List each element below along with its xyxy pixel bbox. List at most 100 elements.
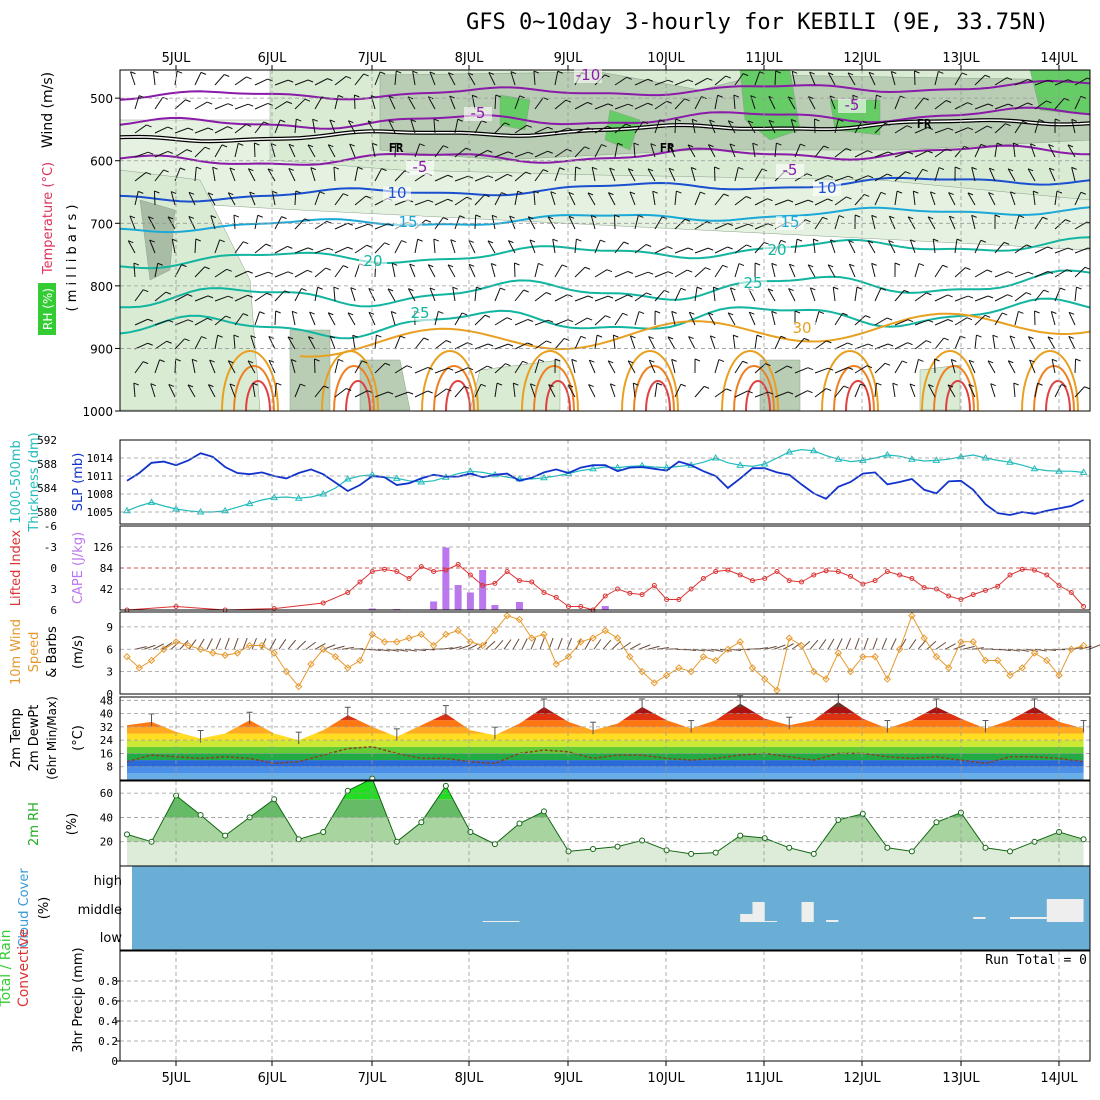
wind-barb: [234, 76, 247, 86]
temp-band: [127, 766, 1084, 774]
wind-barb-flag: [1022, 120, 1028, 124]
wind-barb: [727, 120, 736, 134]
wind-barb-flag: [167, 150, 174, 154]
wind-barb-flag: [589, 359, 595, 363]
contour-label: 10: [387, 184, 406, 202]
wind-barb: [194, 101, 208, 110]
wind-barb-flag: [547, 216, 554, 220]
wind-barb-flag: [786, 365, 793, 369]
wind-barb: [550, 191, 556, 206]
wind-barb-flag: [249, 191, 255, 195]
wind-barb-flag: [767, 288, 774, 292]
wind-barb-flag: [185, 99, 191, 103]
contour-label: -5: [783, 161, 798, 179]
wind-barb: [874, 173, 888, 182]
wind-barb-flag: [646, 292, 652, 296]
wind-speed-marker: [172, 638, 180, 646]
contour-label: 20: [363, 252, 382, 270]
wind-barb: [627, 168, 636, 182]
wind-barb: [347, 120, 356, 134]
cape-bar: [430, 601, 438, 610]
wind-barb-flag: [568, 215, 575, 219]
cloud-level-label: high: [94, 874, 122, 889]
wind-barb: [587, 192, 596, 206]
wind-barb: [794, 239, 798, 254]
wind-barb-flag: [965, 267, 971, 271]
wind-barb-flag: [323, 385, 329, 389]
wind-barb-10m: [908, 639, 917, 650]
wind-barb: [514, 124, 527, 134]
lifted-index-marker: [627, 590, 633, 596]
wind-barb-flag: [406, 365, 413, 369]
wind-barb-flag: [642, 121, 649, 125]
wind-barb: [674, 269, 688, 278]
contour-label-bg: [406, 161, 434, 175]
wind-barb: [968, 360, 976, 374]
wind-barb: [134, 151, 149, 158]
rh-marker: [565, 848, 572, 855]
wind-barb-flag: [207, 295, 214, 299]
wind-barb: [127, 240, 136, 254]
wind-barb: [768, 120, 776, 134]
wind-barb-flag: [304, 98, 311, 102]
wind-barb-flag: [208, 384, 214, 388]
wind-barb-flag: [742, 73, 749, 77]
wind-barb: [607, 360, 616, 374]
wind-barb-flag: [417, 238, 423, 242]
wind-barb-flag: [987, 103, 994, 107]
cloud-level-label: middle: [78, 903, 122, 918]
wind-barb-flag: [967, 192, 974, 196]
wind-barb-flag: [1043, 289, 1049, 293]
wind-barb: [571, 359, 576, 374]
wind-barb: [832, 287, 836, 302]
wind-barb-flag: [947, 127, 954, 131]
cape-bar: [479, 570, 487, 610]
wind-barb-10m: [872, 637, 878, 650]
lifted-index-marker: [382, 566, 388, 572]
pressure-tick: 600: [90, 155, 113, 169]
wind-barb-flag: [1007, 168, 1014, 172]
wind-barb-flag: [288, 167, 295, 171]
wind-barb-flag: [667, 336, 674, 340]
wind-barb: [814, 388, 827, 398]
cape-tick: 42: [100, 583, 113, 596]
wind-barb: [210, 215, 216, 230]
wind-barb-flag: [787, 391, 794, 395]
wind-barb-flag: [1067, 247, 1074, 251]
wind-barb-flag: [1049, 167, 1055, 171]
thickness-marker: [294, 494, 303, 501]
lifted-index-marker: [418, 564, 424, 570]
wind-barb: [1054, 269, 1068, 278]
wind-speed-marker: [601, 626, 609, 635]
wind-barb: [514, 342, 528, 350]
wind-barb: [194, 72, 202, 86]
wind-barb: [354, 73, 364, 86]
wind-barb-flag: [918, 358, 924, 362]
cloud-axis-label: Cloud Cover: [17, 868, 32, 948]
day-label-top: 10JUL: [647, 51, 685, 66]
wind-barb: [854, 365, 868, 374]
wind-barb: [714, 359, 720, 374]
wind-barb-flag: [718, 359, 725, 363]
wind-barb-flag: [607, 125, 613, 129]
wind-barb: [671, 359, 676, 374]
contour-label-bg: [574, 69, 602, 83]
wind-barb-flag: [633, 382, 639, 386]
wind-barb-flag: [181, 264, 187, 268]
wind-barb: [1007, 360, 1016, 374]
lifted-index-marker: [1019, 566, 1025, 572]
wind-barb: [474, 120, 482, 134]
wind-barb-flag: [1047, 271, 1054, 274]
wind-barb-flag: [522, 360, 528, 364]
wind-barb: [1014, 271, 1029, 278]
wind-barb-flag: [1027, 271, 1034, 275]
wind-barb: [154, 319, 169, 326]
wind-barb-flag: [427, 390, 433, 394]
wind-barb-flag: [188, 191, 195, 195]
wind-barb-flag: [376, 334, 382, 338]
day-label-top: 8JUL: [455, 51, 485, 66]
wind-barb-flag: [687, 247, 694, 251]
wind-barb-flag: [848, 240, 854, 244]
wind-barb: [848, 264, 856, 278]
temp-axis-label-3: (6hr Min/Max): [45, 696, 59, 780]
